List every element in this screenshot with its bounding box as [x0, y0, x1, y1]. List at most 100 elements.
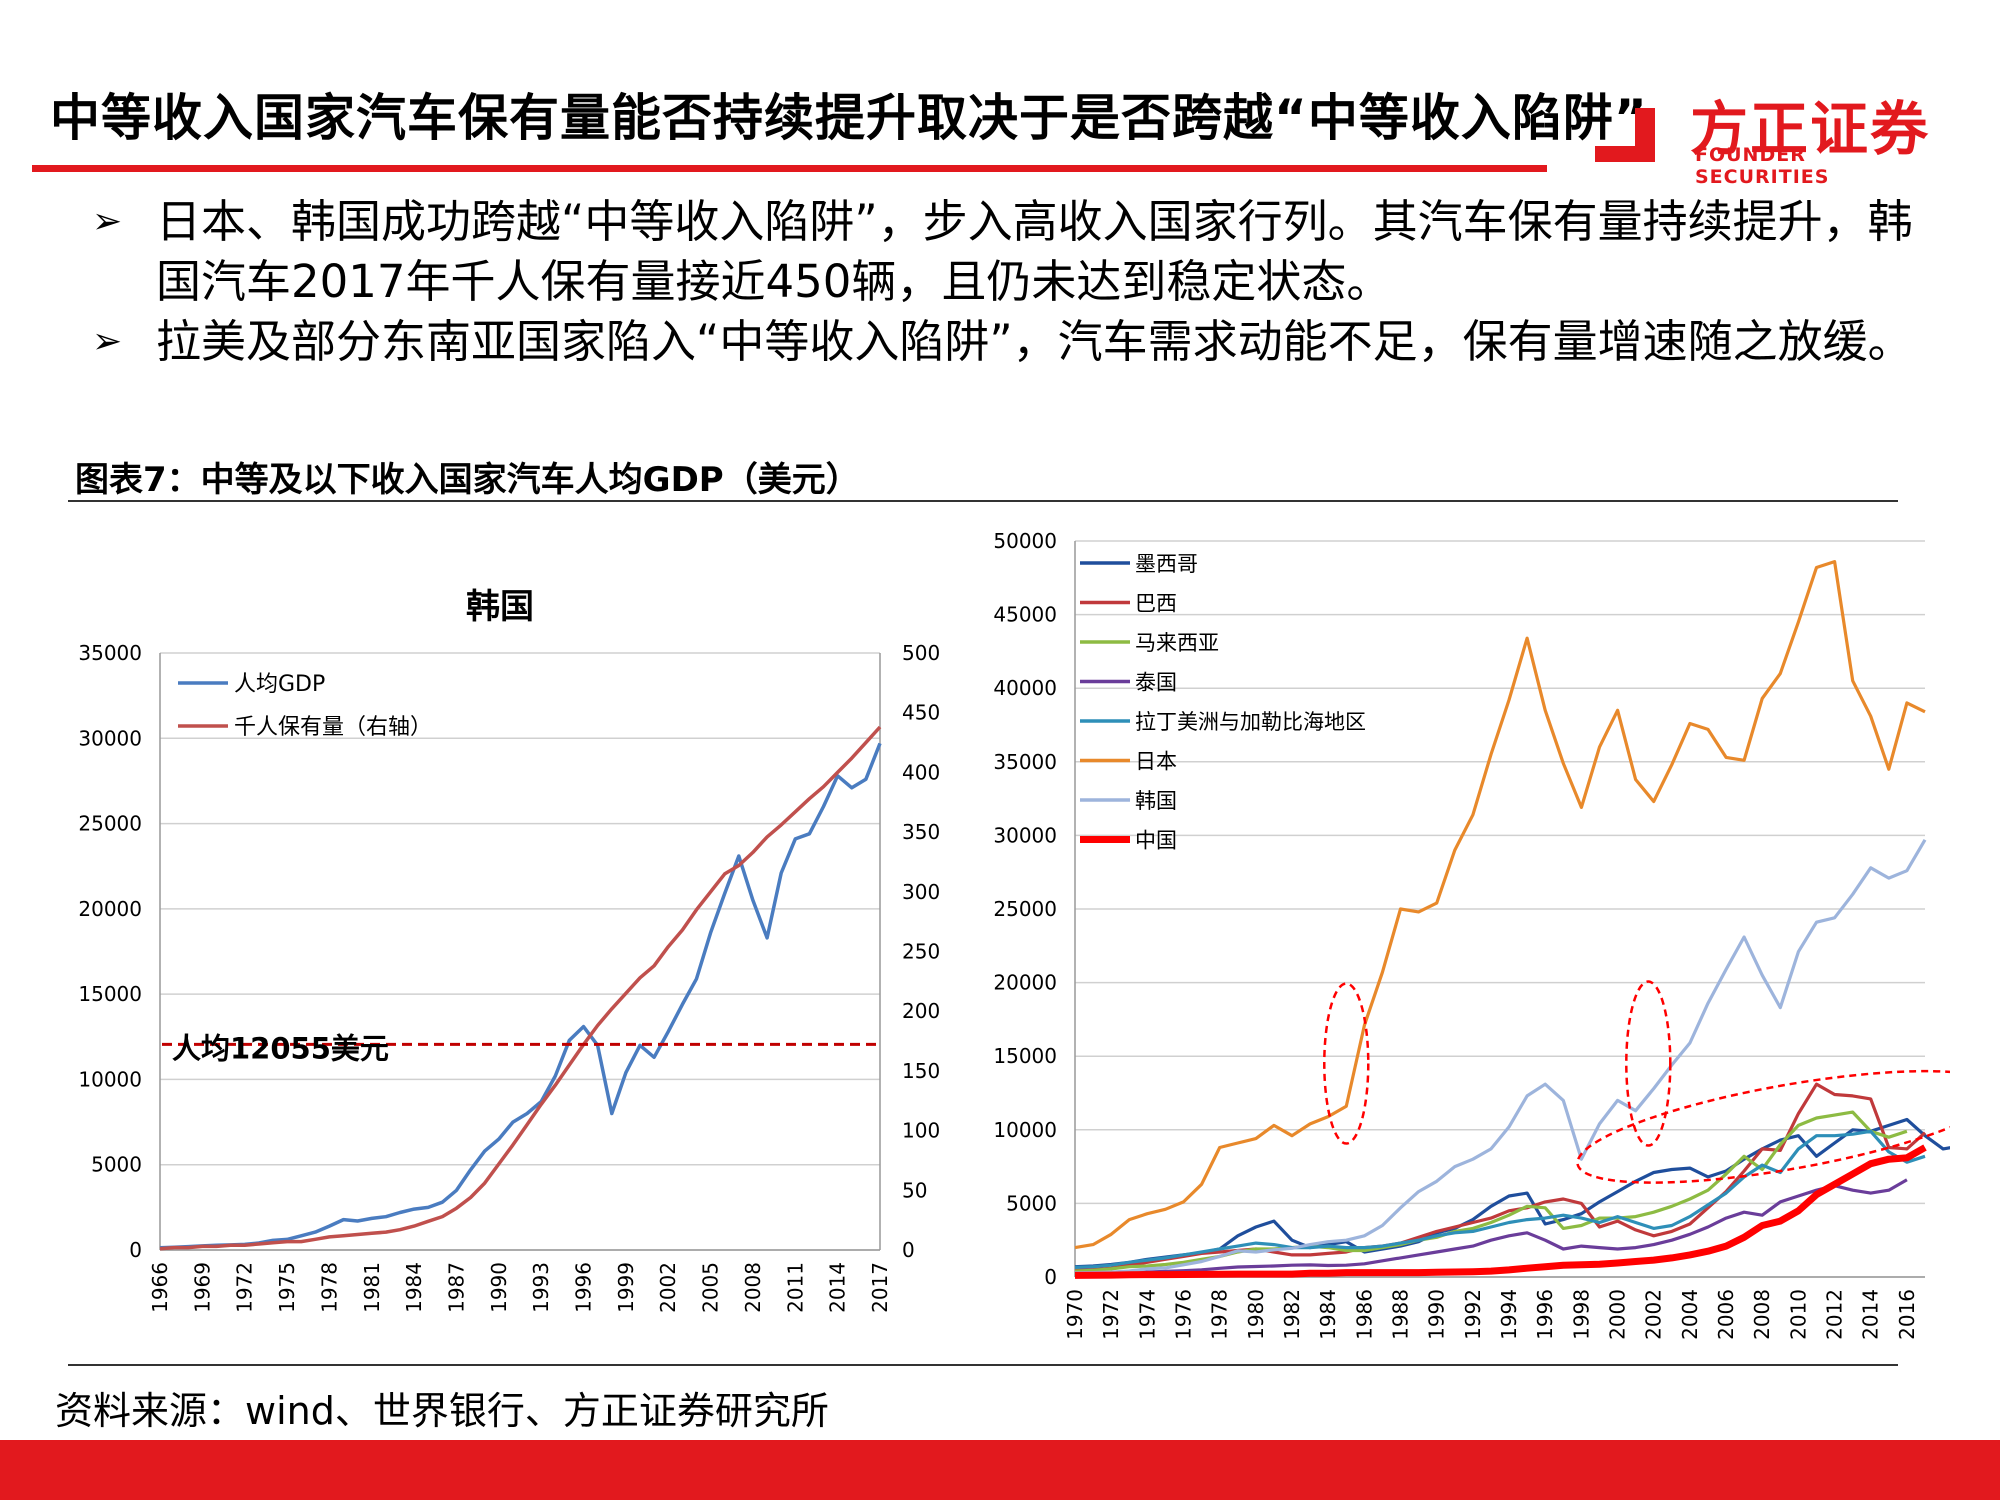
- series-line-korea: [1074, 838, 1927, 1275]
- x-tick-label: 2002: [1642, 1289, 1666, 1340]
- y-left-tick-label: 5000: [91, 1153, 142, 1177]
- x-tick-label: 1980: [1244, 1289, 1268, 1340]
- x-tick-label: 1972: [233, 1262, 257, 1313]
- bullet-item: ➢ 拉美及部分东南亚国家陷入“中等收入陷阱”，汽车需求动能不足，保有量增速随之放…: [92, 312, 1922, 372]
- y-right-tick-label: 200: [902, 999, 940, 1023]
- y-tick-label: 45000: [993, 603, 1057, 627]
- legend-label: 千人保有量（右轴）: [234, 715, 432, 740]
- logo-chinese-name: 方正证券: [1690, 95, 1931, 163]
- y-left-tick-label: 15000: [78, 982, 142, 1006]
- bottom-rule: [68, 1364, 1898, 1366]
- x-tick-label: 2006: [1714, 1289, 1738, 1340]
- legend-label: 韩国: [1135, 789, 1177, 813]
- bullet-arrow-icon: ➢: [92, 321, 123, 362]
- series-line-japan: [1074, 559, 1926, 1250]
- y-right-tick-label: 100: [902, 1119, 940, 1143]
- x-tick-label: 2010: [1786, 1289, 1810, 1340]
- y-left-tick-label: 30000: [78, 726, 142, 750]
- y-tick-label: 10000: [993, 1118, 1057, 1142]
- footer-band: [0, 1440, 2000, 1500]
- legend-label: 日本: [1135, 750, 1177, 774]
- legend-label: 中国: [1135, 829, 1177, 853]
- x-tick-label: 1992: [1461, 1289, 1485, 1340]
- x-tick-label: 1978: [317, 1262, 341, 1313]
- x-tick-label: 1999: [614, 1262, 638, 1313]
- x-tick-label: 1972: [1099, 1289, 1123, 1340]
- series-line-thailand: [1074, 1178, 1908, 1276]
- series-line-cars: [159, 725, 882, 1251]
- y-left-tick-label: 10000: [78, 1067, 142, 1091]
- bullet-text: 拉美及部分东南亚国家陷入“中等收入陷阱”，汽车需求动能不足，保有量增速随之放缓。: [156, 315, 1913, 368]
- x-tick-label: 1994: [1497, 1289, 1521, 1340]
- series-line-brazil: [1074, 1082, 1927, 1272]
- legend-label: 巴西: [1135, 592, 1177, 616]
- x-tick-label: 1982: [1280, 1289, 1304, 1340]
- y-left-tick-label: 25000: [78, 812, 142, 836]
- legend-label: 墨西哥: [1135, 552, 1198, 576]
- x-tick-label: 2016: [1895, 1289, 1919, 1340]
- y-right-tick-label: 250: [902, 940, 940, 964]
- y-tick-label: 0: [1044, 1265, 1057, 1289]
- legend-label: 泰国: [1135, 671, 1177, 695]
- x-tick-label: 1990: [1425, 1289, 1449, 1340]
- y-tick-label: 40000: [993, 676, 1057, 700]
- x-tick-label: 1996: [572, 1262, 596, 1313]
- logo-english-name: FOUNDER SECURITIES: [1695, 144, 1830, 188]
- x-tick-label: 1987: [444, 1262, 468, 1313]
- legend-label: 马来西亚: [1135, 631, 1219, 655]
- series-line-gdp: [159, 742, 882, 1250]
- figure-rule: [68, 500, 1898, 502]
- x-tick-label: 1981: [360, 1262, 384, 1313]
- figure-caption: 图表7：中等及以下收入国家汽车人均GDP（美元）: [75, 460, 860, 500]
- korea-chart-title: 韩国: [466, 587, 534, 627]
- y-tick-label: 50000: [993, 529, 1057, 553]
- y-right-tick-label: 450: [902, 701, 940, 725]
- x-tick-label: 1974: [1135, 1289, 1159, 1340]
- x-tick-label: 2014: [1859, 1289, 1883, 1340]
- slide-title: 中等收入国家汽车保有量能否持续提升取决于是否跨越“中等收入陷阱”: [50, 89, 1648, 147]
- korea-chart: 韩国 0 5000 10000 15000 20000 25000 30000 35000 0 50…: [78, 587, 940, 1313]
- y-right-tick-label: 150: [902, 1059, 940, 1083]
- x-tick-label: 2011: [783, 1262, 807, 1313]
- highlight-ellipse-korea: [1625, 980, 1672, 1147]
- company-logo: 方正证券 FOUNDER SECURITIES: [1595, 88, 1930, 188]
- x-tick-label: 2004: [1678, 1289, 1702, 1340]
- source-note: 资料来源：wind、世界银行、方正证券研究所: [55, 1389, 829, 1433]
- series-line-china: [1074, 1144, 1927, 1279]
- x-tick-label: 2008: [1750, 1289, 1774, 1340]
- y-right-tick-label: 300: [902, 880, 940, 904]
- y-right-tick-label: 0: [902, 1238, 915, 1262]
- y-right-tick-label: 400: [902, 760, 940, 784]
- x-tick-label: 2012: [1823, 1289, 1847, 1340]
- x-tick-label: 2005: [699, 1262, 723, 1313]
- x-tick-label: 1988: [1389, 1289, 1413, 1340]
- y-tick-label: 35000: [993, 750, 1057, 774]
- x-tick-label: 1966: [148, 1262, 172, 1313]
- bullet-item: ➢ 日本、韩国成功跨越“中等收入陷阱”，步入高收入国家行列。其汽车保有量持续提升…: [92, 192, 1922, 312]
- bullet-list: ➢ 日本、韩国成功跨越“中等收入陷阱”，步入高收入国家行列。其汽车保有量持续提升…: [92, 192, 1922, 372]
- x-tick-label: 2002: [656, 1262, 680, 1313]
- x-tick-label: 2017: [868, 1262, 892, 1313]
- x-tick-label: 2008: [741, 1262, 765, 1313]
- highlight-ellipse-midincome: [1576, 1069, 1950, 1184]
- x-tick-label: 1998: [1569, 1289, 1593, 1340]
- bullet-arrow-icon: ➢: [92, 201, 123, 242]
- x-tick-label: 1975: [275, 1262, 299, 1313]
- x-tick-label: 1978: [1208, 1289, 1232, 1340]
- x-tick-label: 1984: [402, 1262, 426, 1313]
- multi-country-chart: 0 5000 10000 15000 20000 25000 30000 35000 40000…: [993, 529, 1950, 1340]
- x-tick-label: 2014: [826, 1262, 850, 1313]
- highlight-ellipse-japan: [1323, 982, 1370, 1145]
- x-tick-label: 2000: [1606, 1289, 1630, 1340]
- x-tick-label: 1976: [1172, 1289, 1196, 1340]
- series-line-malaysia: [1074, 1110, 1908, 1273]
- y-tick-label: 15000: [993, 1044, 1057, 1068]
- bullet-text: 日本、韩国成功跨越“中等收入陷阱”，步入高收入国家行列。其汽车保有量持续提升，韩…: [156, 195, 1913, 308]
- x-tick-label: 1970: [1063, 1289, 1087, 1340]
- y-left-tick-label: 20000: [78, 897, 142, 921]
- x-tick-label: 1993: [529, 1262, 553, 1313]
- series-line-mexico: [1074, 1117, 1950, 1269]
- reference-line-label: 人均12055美元: [172, 1031, 389, 1065]
- y-left-tick-label: 0: [129, 1238, 142, 1262]
- y-tick-label: 5000: [1006, 1191, 1057, 1215]
